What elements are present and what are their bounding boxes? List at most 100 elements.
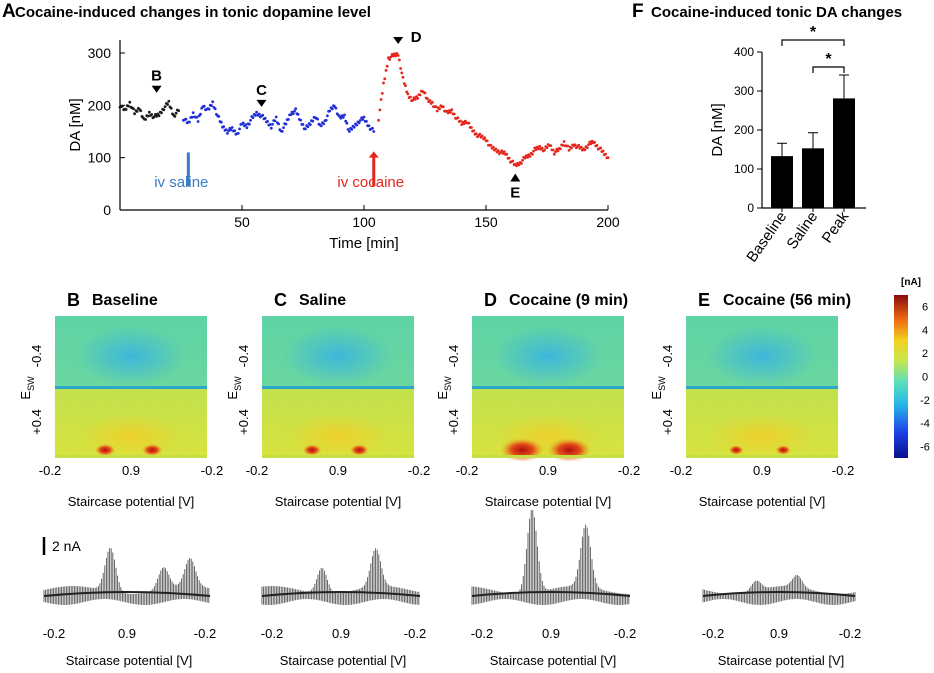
marker-label: D — [411, 29, 422, 46]
data-point — [184, 117, 188, 121]
data-point — [389, 55, 393, 59]
trace-xtick-label: -0.2 — [702, 626, 724, 641]
data-point — [377, 118, 380, 122]
heatmap-xlabel: Staircase potential [V] — [68, 494, 194, 509]
trace-envelope — [261, 591, 421, 597]
data-point — [472, 129, 476, 133]
data-point — [304, 127, 307, 131]
bar-peak — [833, 98, 855, 208]
data-point — [549, 144, 553, 148]
data-point — [247, 122, 251, 126]
data-point — [236, 132, 240, 135]
data-point — [343, 113, 346, 117]
marker-triangle — [256, 99, 267, 107]
panel-f-significance: ** — [781, 24, 845, 73]
data-point — [434, 105, 438, 109]
data-point — [219, 120, 223, 124]
trace-waveform — [471, 509, 630, 605]
panel-a-ytick-label: 0 — [103, 202, 111, 218]
trace-envelope — [702, 591, 856, 597]
data-point — [589, 142, 593, 146]
trace-xtick-label: -0.2 — [43, 626, 65, 641]
trace-waveform — [702, 575, 856, 605]
data-point — [567, 148, 571, 152]
data-point — [496, 149, 500, 153]
panel-f-ytick-label: 0 — [747, 201, 754, 215]
data-point — [277, 122, 280, 126]
data-point — [324, 118, 328, 122]
heatmap-hotspot — [775, 445, 791, 455]
data-point — [382, 81, 385, 85]
data-point — [132, 107, 135, 111]
marker-triangle — [151, 85, 162, 93]
data-point — [169, 106, 173, 110]
marker-triangle — [393, 37, 404, 45]
trace-xtick-label: -0.2 — [839, 626, 861, 641]
heatmap-hotspot — [547, 438, 592, 462]
trace-envelope — [471, 591, 631, 597]
data-point — [195, 115, 199, 119]
heatmap-hotspot — [141, 443, 163, 457]
data-point — [127, 104, 130, 108]
significance-star: * — [825, 51, 832, 68]
data-point — [551, 148, 555, 152]
heatmap-title: Saline — [299, 292, 347, 309]
data-point — [280, 130, 284, 133]
marker-triangle — [510, 173, 521, 182]
data-point — [523, 156, 527, 160]
data-point — [599, 146, 603, 150]
heatmap-bottom-edge — [55, 455, 207, 458]
data-point — [380, 92, 384, 95]
data-point — [538, 144, 542, 148]
data-point — [552, 152, 556, 156]
heatmap-blue-region — [707, 326, 817, 386]
trace-xtick-label: -0.2 — [471, 626, 493, 641]
data-point — [450, 108, 454, 111]
data-point — [449, 110, 452, 114]
heatmap-e: -0.4 +0.4 ESW -0.2 0.9 -0.2 Staircase potentia… — [649, 316, 854, 509]
data-point — [330, 107, 334, 111]
data-point — [306, 125, 310, 129]
bar-category-label: Baseline — [743, 209, 790, 266]
heatmap-blue-region — [283, 326, 393, 386]
data-point — [400, 71, 404, 75]
esw-tick-label: +0.4 — [29, 409, 44, 435]
data-point — [517, 163, 521, 167]
data-point — [311, 119, 315, 123]
heatmap-letter: D — [484, 290, 497, 310]
colorbar-tick-label: 2 — [922, 348, 928, 360]
heatmap-title: Cocaine (56 min) — [723, 292, 852, 309]
heatmap-xlabel: Staircase potential [V] — [275, 494, 401, 509]
panel-a-ytick-label: 300 — [88, 45, 112, 61]
data-point — [383, 77, 387, 81]
data-point — [199, 112, 202, 116]
colorbar-unit: [nA] — [901, 277, 921, 288]
data-point — [334, 106, 338, 110]
data-point — [255, 110, 258, 114]
esw-tick-label: +0.4 — [660, 409, 675, 435]
data-point — [238, 127, 242, 131]
data-point — [316, 117, 319, 121]
esw-axis-label: ESW — [225, 376, 243, 400]
data-point — [401, 75, 405, 79]
colorbar-tick-label: 4 — [922, 325, 928, 337]
panel-a-ytick-label: 100 — [88, 150, 112, 166]
data-point — [388, 58, 391, 61]
data-point — [470, 126, 473, 129]
data-point — [269, 126, 273, 130]
data-point — [583, 148, 587, 152]
data-point — [413, 97, 417, 101]
data-point — [291, 112, 295, 116]
trace-xtick-label: 0.9 — [332, 626, 350, 641]
data-point — [483, 136, 487, 140]
panel-a-xlabel: Time [min] — [329, 235, 398, 252]
data-point — [394, 54, 398, 58]
significance-bracket — [812, 66, 845, 73]
data-point — [146, 114, 150, 118]
data-point — [124, 108, 128, 111]
data-point — [296, 113, 300, 116]
data-point — [282, 126, 285, 129]
data-point — [404, 84, 407, 87]
trace-xtick-label: -0.2 — [261, 626, 283, 641]
